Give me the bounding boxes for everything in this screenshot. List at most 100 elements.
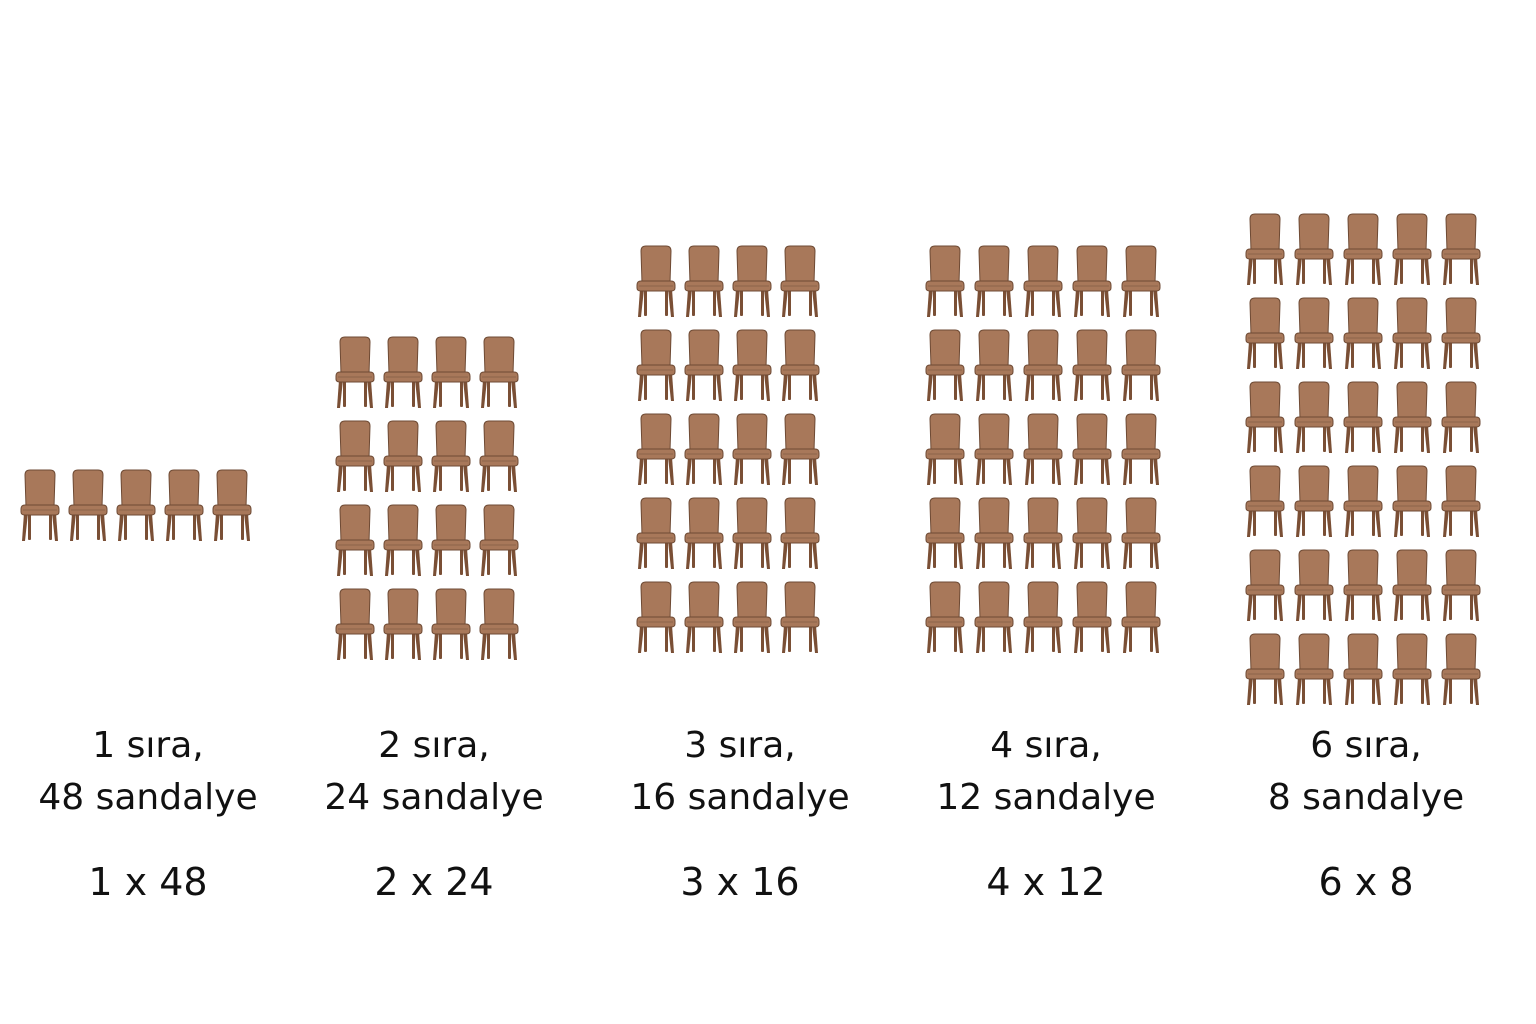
caption-chairs: 16 sandalye bbox=[630, 777, 850, 818]
chair-grid bbox=[636, 245, 820, 657]
chair-icon bbox=[974, 413, 1014, 485]
chair-icon bbox=[925, 413, 965, 485]
multiplication-formula: 3 x 16 bbox=[680, 860, 800, 904]
chair-icon bbox=[431, 504, 471, 576]
caption-rows: 4 sıra, bbox=[990, 725, 1102, 766]
chair-icon bbox=[1245, 633, 1285, 705]
chair-icon bbox=[1294, 381, 1334, 453]
chair-icon bbox=[974, 245, 1014, 317]
chair-icon bbox=[925, 245, 965, 317]
chair-icon bbox=[1121, 329, 1161, 401]
chair-icon bbox=[636, 497, 676, 569]
chair-icon bbox=[1343, 633, 1383, 705]
chair-icon bbox=[116, 469, 156, 541]
chair-icon bbox=[1441, 465, 1481, 537]
chair-icon bbox=[431, 336, 471, 408]
chair-icon bbox=[1023, 581, 1063, 653]
caption-chairs: 48 sandalye bbox=[38, 777, 258, 818]
chair-icon bbox=[1294, 633, 1334, 705]
chair-icon bbox=[1441, 549, 1481, 621]
chair-icon bbox=[1343, 549, 1383, 621]
chair-icon bbox=[1441, 381, 1481, 453]
chair-icon bbox=[1245, 297, 1285, 369]
chair-icon bbox=[732, 497, 772, 569]
chair-icon bbox=[1343, 465, 1383, 537]
arrangement-caption: 3 sıra, 16 sandalye bbox=[612, 720, 868, 824]
caption-chairs: 24 sandalye bbox=[324, 777, 544, 818]
chair-icon bbox=[1343, 297, 1383, 369]
chair-icon bbox=[1441, 633, 1481, 705]
chair-grid bbox=[1245, 213, 1481, 709]
caption-rows: 2 sıra, bbox=[378, 725, 490, 766]
chair-icon bbox=[1343, 213, 1383, 285]
chair-icon bbox=[636, 581, 676, 653]
chair-icon bbox=[684, 245, 724, 317]
chair-grid bbox=[925, 245, 1161, 657]
chair-icon bbox=[1023, 329, 1063, 401]
chair-icon bbox=[974, 497, 1014, 569]
chair-icon bbox=[684, 329, 724, 401]
chair-icon bbox=[925, 497, 965, 569]
chair-icon bbox=[1072, 413, 1112, 485]
chair-grid bbox=[20, 469, 252, 541]
caption-rows: 1 sıra, bbox=[92, 725, 204, 766]
multiplication-formula: 1 x 48 bbox=[88, 860, 208, 904]
chair-icon bbox=[335, 336, 375, 408]
chair-icon bbox=[1072, 497, 1112, 569]
caption-rows: 6 sıra, bbox=[1310, 725, 1422, 766]
chair-icon bbox=[1294, 213, 1334, 285]
chair-icon bbox=[1392, 213, 1432, 285]
chair-icon bbox=[1023, 413, 1063, 485]
chair-icon bbox=[780, 329, 820, 401]
chair-icon bbox=[636, 329, 676, 401]
chair-icon bbox=[1441, 213, 1481, 285]
caption-chairs: 12 sandalye bbox=[936, 777, 1156, 818]
chair-icon bbox=[780, 497, 820, 569]
caption-chairs: 8 sandalye bbox=[1267, 777, 1465, 818]
chair-icon bbox=[684, 581, 724, 653]
chair-icon bbox=[1245, 549, 1285, 621]
chair-icon bbox=[974, 329, 1014, 401]
chair-icon bbox=[212, 469, 252, 541]
chair-icon bbox=[1072, 245, 1112, 317]
chair-icon bbox=[479, 336, 519, 408]
chair-icon bbox=[1294, 297, 1334, 369]
arrangement-caption: 6 sıra, 8 sandalye bbox=[1238, 720, 1494, 824]
chair-icon bbox=[1245, 213, 1285, 285]
chair-icon bbox=[1343, 381, 1383, 453]
chair-icon bbox=[1072, 329, 1112, 401]
arrangement-caption: 2 sıra, 24 sandalye bbox=[306, 720, 562, 824]
chair-icon bbox=[1121, 413, 1161, 485]
chair-icon bbox=[335, 504, 375, 576]
chair-icon bbox=[383, 504, 423, 576]
chair-grid bbox=[335, 336, 519, 664]
chair-icon bbox=[1441, 297, 1481, 369]
chair-icon bbox=[479, 588, 519, 660]
chair-icon bbox=[1245, 381, 1285, 453]
chair-icon bbox=[684, 413, 724, 485]
chair-icon bbox=[684, 497, 724, 569]
arrangement-caption: 1 sıra, 48 sandalye bbox=[20, 720, 276, 824]
chair-icon bbox=[925, 329, 965, 401]
chair-icon bbox=[780, 413, 820, 485]
arrangement-caption: 4 sıra, 12 sandalye bbox=[918, 720, 1174, 824]
chair-icon bbox=[1121, 497, 1161, 569]
chair-icon bbox=[383, 588, 423, 660]
multiplication-formula: 4 x 12 bbox=[986, 860, 1106, 904]
chair-icon bbox=[479, 504, 519, 576]
chair-icon bbox=[1392, 381, 1432, 453]
chair-icon bbox=[780, 581, 820, 653]
chair-icon bbox=[974, 581, 1014, 653]
chair-icon bbox=[383, 336, 423, 408]
chair-icon bbox=[431, 420, 471, 492]
chair-icon bbox=[732, 329, 772, 401]
chair-icon bbox=[431, 588, 471, 660]
chair-icon bbox=[1392, 465, 1432, 537]
multiplication-formula: 2 x 24 bbox=[374, 860, 494, 904]
chair-icon bbox=[20, 469, 60, 541]
chair-icon bbox=[479, 420, 519, 492]
chair-icon bbox=[1072, 581, 1112, 653]
chair-icon bbox=[732, 581, 772, 653]
chair-icon bbox=[780, 245, 820, 317]
chair-icon bbox=[1294, 549, 1334, 621]
